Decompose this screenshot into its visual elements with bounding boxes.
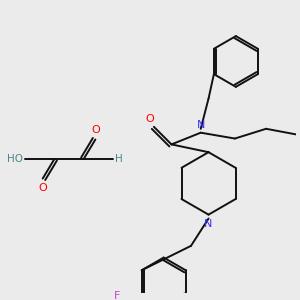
Text: HO: HO [7,154,23,164]
Text: F: F [114,291,120,300]
Text: H: H [115,154,123,164]
Text: O: O [146,114,154,124]
Text: O: O [38,183,47,193]
Text: N: N [204,219,213,230]
Text: N: N [196,120,205,130]
Text: O: O [91,125,100,135]
